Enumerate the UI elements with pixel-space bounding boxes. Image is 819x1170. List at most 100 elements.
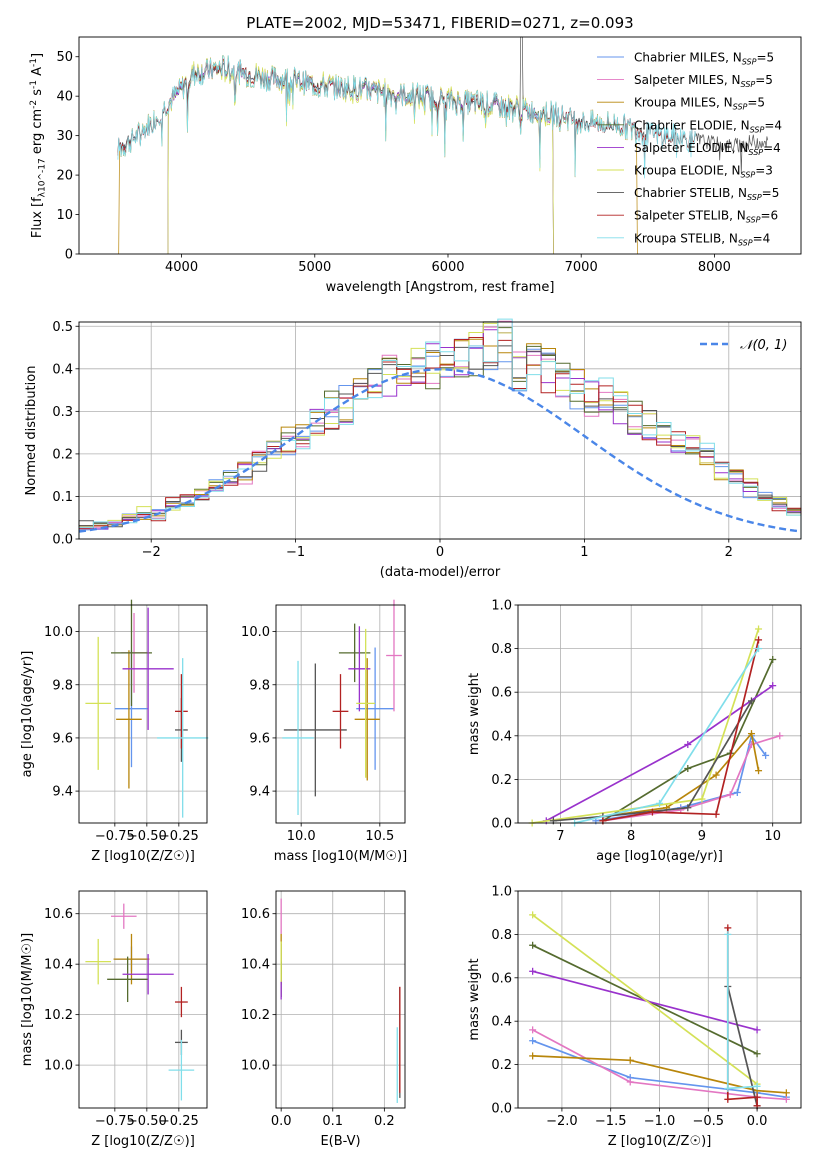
- z-weight-weight-line: [532, 1029, 787, 1101]
- ebv-mass-y-tick-label: 10.0: [241, 1059, 270, 1074]
- spectrum-series-line: [117, 55, 697, 179]
- z-weight-x-tick-label: −0.5: [693, 1114, 725, 1129]
- z-mass-y-tick-label: 10.6: [44, 907, 73, 922]
- legend-entry: Kroupa STELIB, NSSP=4: [634, 231, 770, 247]
- spectrum-y-tick-label: 30: [56, 129, 73, 144]
- residuals-x-axis-label: (data-model)/error: [380, 565, 501, 580]
- mass-age-y-tick-label: 10.0: [241, 625, 270, 640]
- age-weight-weight-line: [553, 700, 753, 822]
- legend-entry: Kroupa ELODIE, NSSP=3: [634, 164, 773, 180]
- z-age-y-axis-label: age [log10(age/yr)]: [20, 651, 35, 778]
- age-weight-x-tick-label: 9: [698, 829, 706, 844]
- normal-distribution-curve: [78, 368, 802, 533]
- z-mass-y-tick-label: 10.0: [44, 1059, 73, 1074]
- z-weight-weight-line: [532, 1039, 787, 1099]
- spectrum-y-axis-label: Flux [fλ10^-17​ erg cm-2​ s-1​ A-1​]: [29, 53, 47, 238]
- ebv-mass-y-tick-label: 10.4: [241, 958, 270, 973]
- z-mass-plot-area: [79, 891, 207, 1108]
- z-age-x-tick-label: −0.75: [95, 829, 135, 844]
- data-layer: [78, 36, 802, 1110]
- spectrum-x-tick-label: 5000: [298, 260, 331, 275]
- mass-age-y-tick-label: 9.4: [249, 785, 270, 800]
- z-age-x-axis-label: Z [log10(Z/Z☉)]: [91, 849, 195, 864]
- normal-legend-label: 𝒩(0, 1): [740, 338, 787, 353]
- residuals-x-tick-label: 0: [436, 545, 444, 560]
- z-weight-weight-line: [532, 970, 758, 1031]
- spectrum-title: PLATE=2002, MJD=53471, FIBERID=0271, z=0…: [246, 14, 633, 32]
- z-age-y-tick-label: 10.0: [44, 625, 73, 640]
- legend-entry: Chabrier MILES, NSSP=5: [634, 51, 774, 67]
- spectrum-x-tick-label: 7000: [565, 260, 598, 275]
- ebv-mass-frame: [275, 890, 406, 1109]
- z-weight-frame: [517, 890, 802, 1109]
- age-weight-y-tick-label: 0.8: [491, 642, 512, 657]
- spectrum-y-tick-label: 10: [56, 208, 73, 223]
- residuals-y-tick-label: 0.2: [52, 447, 73, 462]
- age-weight-x-tick-label: 8: [627, 829, 635, 844]
- age-weight-x-axis-label: age [log10(age/yr)]: [596, 849, 723, 864]
- z-age-plot-area: [79, 605, 207, 823]
- ebv-mass-plot-area: [276, 891, 405, 1108]
- legend-entry: Chabrier ELODIE, NSSP=4: [634, 118, 782, 134]
- z-age-x-tick-label: −0.25: [159, 829, 199, 844]
- ebv-mass-x-tick-label: 0.2: [374, 1114, 395, 1129]
- z-age-y-tick-label: 9.4: [52, 785, 73, 800]
- legend-entry: Salpeter MILES, NSSP=5: [634, 73, 773, 89]
- z-mass-x-tick-label: −0.50: [127, 1114, 167, 1129]
- ebv-mass-x-tick-label: 0.1: [322, 1114, 343, 1129]
- z-age-x-tick-label: −0.50: [127, 829, 167, 844]
- z-age-frame: [78, 604, 208, 824]
- z-mass-y-tick-label: 10.4: [44, 958, 73, 973]
- age-weight-y-axis-label: mass weight: [467, 673, 482, 755]
- residuals-y-tick-label: 0.4: [52, 362, 73, 377]
- spectrum-y-tick-label: 50: [56, 50, 73, 65]
- residuals-y-tick-label: 0.1: [52, 490, 73, 505]
- mass-age-y-tick-label: 9.8: [249, 678, 270, 693]
- spectrum-frame: [78, 36, 802, 255]
- mass-age-x-tick-label: 10.0: [287, 829, 316, 844]
- spectrum-y-tick-label: 0: [65, 248, 73, 263]
- residuals-x-tick-label: −2: [142, 545, 161, 560]
- legend-layer: Chabrier MILES, NSSP=5 Salpeter MILES, NS…: [597, 51, 787, 353]
- age-weight-weight-line: [602, 659, 774, 822]
- age-weight-weight-line: [602, 639, 760, 822]
- z-mass-y-tick-label: 10.2: [44, 1008, 73, 1023]
- ebv-mass-y-tick-label: 10.2: [241, 1008, 270, 1023]
- z-weight-y-tick-label: 0.2: [491, 1058, 512, 1073]
- z-weight-y-tick-label: 1.0: [491, 885, 512, 900]
- age-weight-y-tick-label: 0.2: [491, 773, 512, 788]
- age-weight-frame: [517, 604, 802, 824]
- z-weight-y-tick-label: 0.4: [491, 1015, 512, 1030]
- residuals-x-tick-label: 2: [725, 545, 733, 560]
- mass-age-x-tick-label: 10.5: [365, 829, 394, 844]
- spectrum-x-axis-label: wavelength [Angstrom, rest frame]: [326, 280, 555, 295]
- z-weight-y-tick-label: 0.8: [491, 928, 512, 943]
- residuals-y-tick-label: 0.3: [52, 405, 73, 420]
- z-weight-x-tick-label: −1.5: [595, 1114, 627, 1129]
- legend-entry: Salpeter ELODIE, NSSP=4: [634, 141, 781, 157]
- spectrum-x-tick-label: 6000: [431, 260, 464, 275]
- z-mass-x-tick-label: −0.75: [95, 1114, 135, 1129]
- z-weight-x-tick-label: −2.0: [546, 1114, 578, 1129]
- spectrum-x-tick-label: 8000: [698, 260, 731, 275]
- residual-histogram: [78, 318, 802, 539]
- z-weight-x-axis-label: Z [log10(Z/Z☉)]: [608, 1134, 712, 1149]
- spectrum-y-tick-label: 40: [56, 90, 73, 105]
- axes-layer: [75, 36, 802, 1112]
- ebv-mass-x-axis-label: E(B-V): [320, 1134, 360, 1149]
- text-layer: 4000 5000 6000 7000 800001020304050wavelengt…: [20, 14, 781, 1149]
- z-weight-weight-line: [532, 1055, 787, 1094]
- mass-age-x-axis-label: mass [log10(M/M☉)]: [274, 849, 407, 864]
- spectrum-y-tick-label: 20: [56, 169, 73, 184]
- z-weight-y-tick-label: 0.6: [491, 971, 512, 986]
- age-weight-y-tick-label: 0.0: [491, 817, 512, 832]
- residuals-frame: [78, 321, 802, 540]
- age-weight-x-tick-label: 10: [764, 829, 781, 844]
- residuals-y-axis-label: Normed distribution: [24, 366, 39, 496]
- ebv-mass-y-tick-label: 10.6: [241, 907, 270, 922]
- z-mass-frame: [78, 890, 208, 1109]
- z-weight-x-tick-label: −1.0: [644, 1114, 676, 1129]
- ebv-mass-x-tick-label: 0.0: [271, 1114, 292, 1129]
- legend-entry: Salpeter STELIB, NSSP=6: [634, 209, 778, 225]
